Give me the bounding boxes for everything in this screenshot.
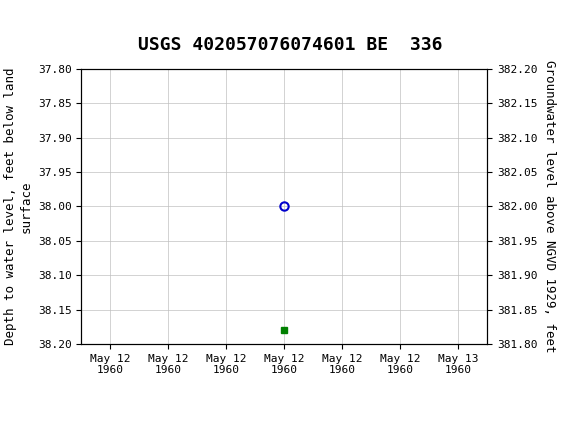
Text: USGS 402057076074601 BE  336: USGS 402057076074601 BE 336	[138, 36, 442, 54]
Legend: Period of approved data: Period of approved data	[187, 427, 382, 430]
Y-axis label: Depth to water level, feet below land
surface: Depth to water level, feet below land su…	[4, 68, 32, 345]
Y-axis label: Groundwater level above NGVD 1929, feet: Groundwater level above NGVD 1929, feet	[543, 60, 556, 353]
Text: USGS: USGS	[44, 12, 112, 33]
